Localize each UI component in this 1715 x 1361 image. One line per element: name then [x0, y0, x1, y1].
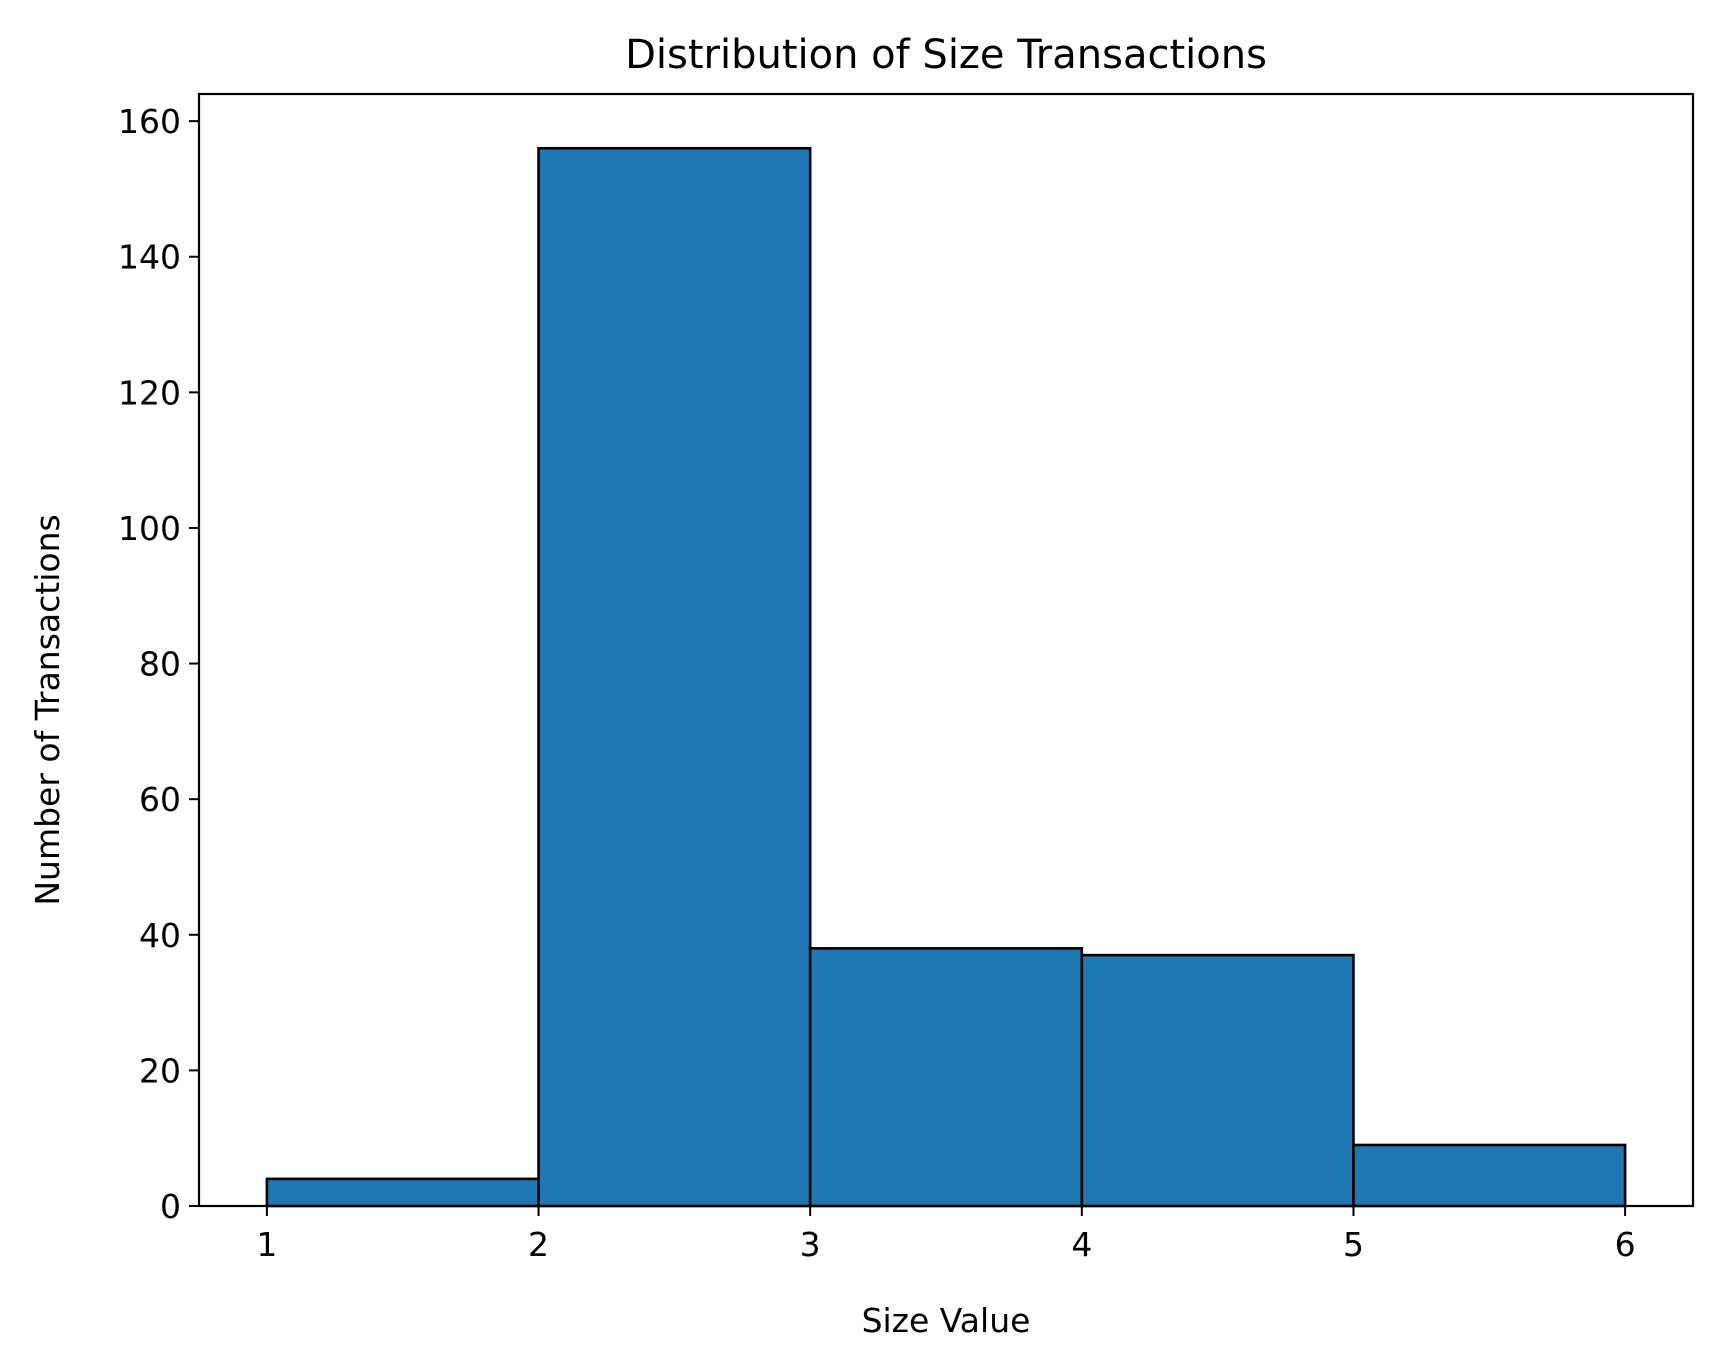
plot-frame	[197, 92, 1695, 1208]
bar-4	[1080, 953, 1355, 1208]
chart-title: Distribution of Size Transactions	[625, 32, 1267, 78]
x-tick-label: 3	[800, 1225, 821, 1264]
bar-2	[537, 146, 812, 1208]
y-tick-label: 120	[118, 373, 181, 412]
y-axis-ticks: 0 20 40 60 80 100 120 140 160	[118, 102, 199, 1226]
y-tick-label: 140	[118, 238, 181, 277]
y-tick-label: 80	[139, 645, 181, 684]
y-tick-label: 160	[118, 102, 181, 141]
x-tick-label: 4	[1071, 1225, 1092, 1264]
x-axis-ticks: 1 2 3 4 5 6	[256, 1206, 1636, 1264]
bar-3	[808, 947, 1084, 1208]
y-tick-label: 100	[118, 509, 181, 548]
x-tick-label: 2	[528, 1225, 549, 1264]
y-tick-label: 60	[139, 780, 181, 819]
y-tick-label: 0	[160, 1187, 181, 1226]
x-axis-label: Size Value	[862, 1301, 1031, 1340]
bar-1	[265, 1177, 540, 1208]
y-axis-label: Number of Transactions	[28, 514, 67, 905]
y-tick-label: 40	[139, 916, 181, 955]
bars-group	[265, 146, 1627, 1208]
y-tick-label: 20	[139, 1051, 181, 1090]
bar-5	[1352, 1143, 1627, 1208]
x-tick-label: 5	[1343, 1225, 1364, 1264]
x-tick-label: 6	[1615, 1225, 1636, 1264]
x-tick-label: 1	[256, 1225, 277, 1264]
